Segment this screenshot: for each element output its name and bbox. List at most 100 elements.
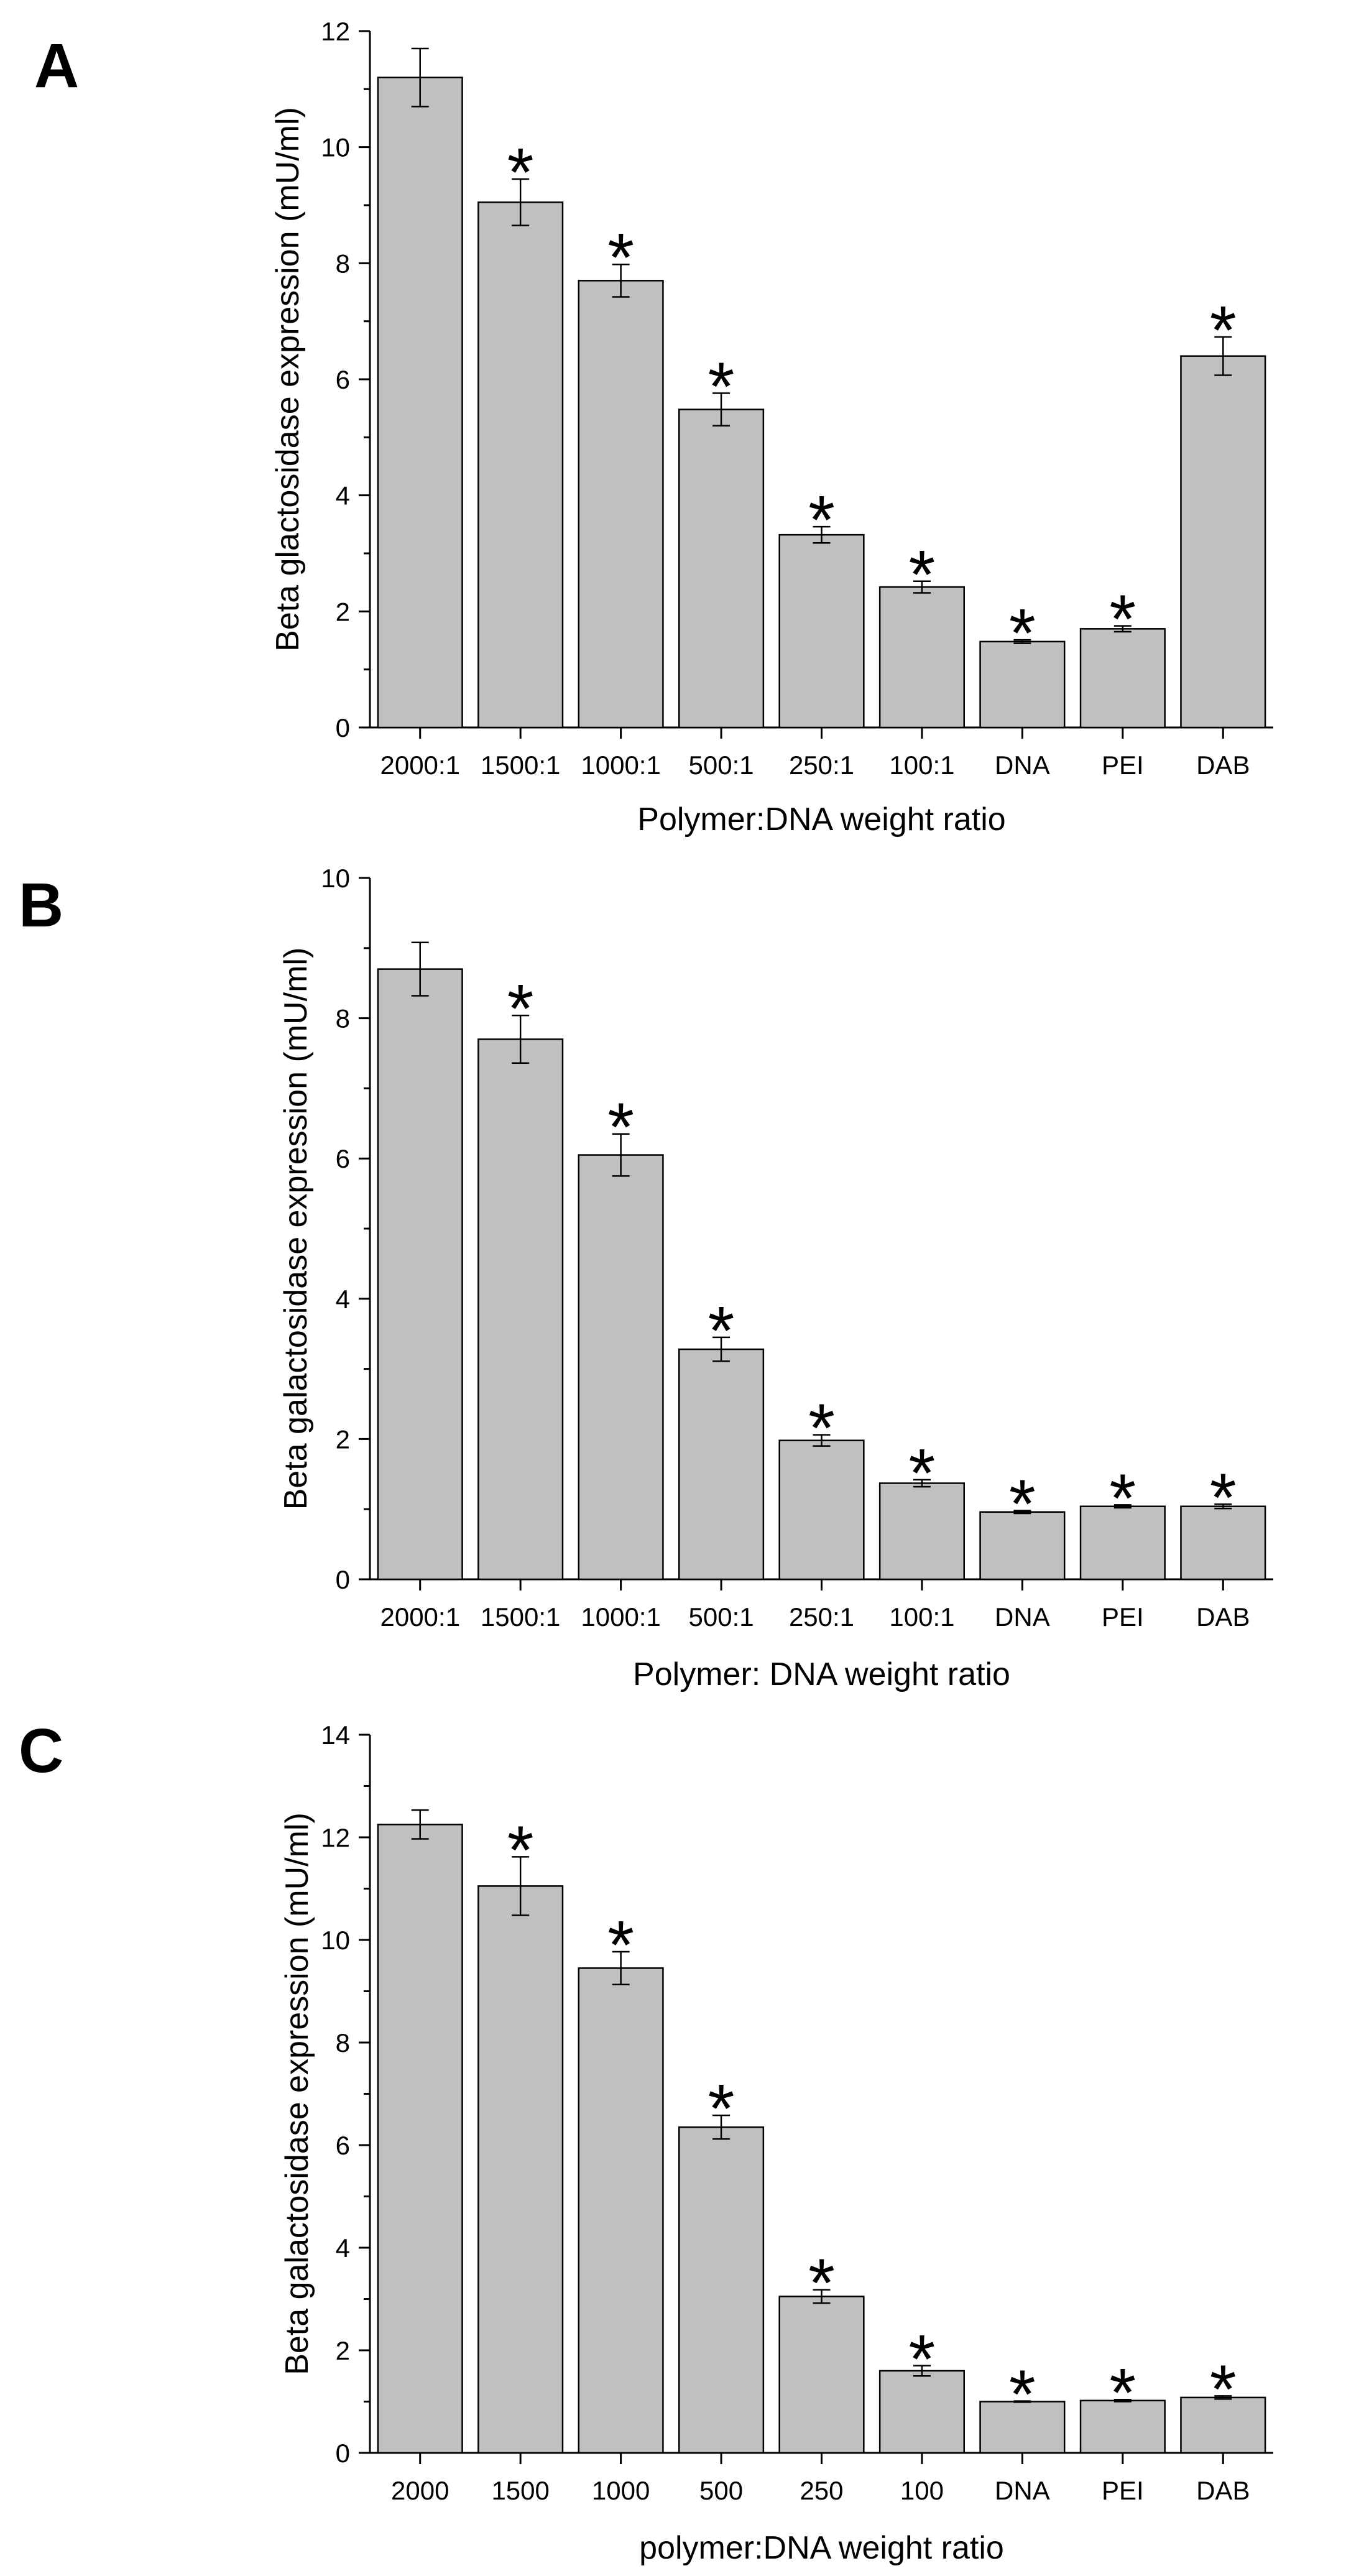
y-tick-label: 4 xyxy=(336,2233,350,2263)
x-tick-label: 2000:1 xyxy=(380,1602,459,1632)
significance-marker: * xyxy=(507,1812,534,1888)
significance-marker: * xyxy=(909,537,936,613)
panel-label: C xyxy=(19,1716,63,1786)
bar xyxy=(578,280,664,729)
y-tick-label: 8 xyxy=(336,2028,350,2057)
x-tick-label: 250 xyxy=(800,2476,843,2505)
significance-marker: * xyxy=(607,219,634,296)
significance-marker: * xyxy=(1210,2351,1237,2427)
x-tick-label: PEI xyxy=(1102,2476,1144,2505)
bar xyxy=(377,1824,463,2454)
x-axis-title: polymer:DNA weight ratio xyxy=(639,2530,1004,2566)
bar xyxy=(578,1154,664,1581)
x-tick-label: 100 xyxy=(900,2476,944,2505)
bar xyxy=(1180,355,1266,729)
x-tick-label: 1500:1 xyxy=(481,1602,560,1632)
y-axis-title: Beta galactosidase expression (mU/ml) xyxy=(279,1812,315,2375)
significance-marker: * xyxy=(708,2070,735,2147)
x-tick-label: 1000:1 xyxy=(581,1602,660,1632)
x-tick-label: 100:1 xyxy=(889,1602,954,1632)
y-tick-label: 10 xyxy=(321,1926,350,1955)
x-tick-label: DAB xyxy=(1196,750,1250,780)
bar xyxy=(678,1348,765,1581)
significance-marker: * xyxy=(1009,1466,1036,1542)
chart-panel-b: B 0 2 4 6 8 10 2000:1 1500:1 * 1000:1 * 500:1 * 250:1 *… xyxy=(19,864,1273,1692)
y-tick-label: 0 xyxy=(336,713,350,742)
significance-marker: * xyxy=(607,1089,634,1166)
y-tick-label: 12 xyxy=(321,1823,350,1852)
bar xyxy=(377,76,463,729)
bar xyxy=(477,1885,564,2454)
x-tick-label: 1000 xyxy=(592,2476,650,2505)
x-tick-label: 500 xyxy=(699,2476,743,2505)
y-tick-label: 8 xyxy=(336,1004,350,1033)
significance-marker: * xyxy=(808,482,835,558)
panel-label: B xyxy=(19,870,63,940)
panel-label: A xyxy=(34,31,79,101)
x-tick-label: 250:1 xyxy=(789,750,854,780)
significance-marker: * xyxy=(708,1293,735,1369)
bar xyxy=(778,2296,865,2454)
bar xyxy=(778,1439,865,1581)
y-tick-label: 2 xyxy=(336,1424,350,1454)
bar xyxy=(578,1967,664,2454)
significance-marker: * xyxy=(708,348,735,425)
x-tick-label: DAB xyxy=(1196,1602,1250,1632)
x-tick-label: PEI xyxy=(1102,1602,1144,1632)
y-tick-label: 2 xyxy=(336,597,350,626)
x-tick-label: DNA xyxy=(995,1602,1050,1632)
bar xyxy=(878,1482,966,1581)
bar xyxy=(979,640,1066,729)
significance-marker: * xyxy=(808,1390,835,1467)
y-tick-label: 12 xyxy=(321,17,350,46)
y-tick-label: 0 xyxy=(336,2439,350,2468)
x-tick-label: 500:1 xyxy=(689,1602,754,1632)
bar xyxy=(678,2126,765,2454)
significance-marker: * xyxy=(1109,1460,1136,1536)
significance-marker: * xyxy=(909,1435,936,1512)
x-tick-label: DAB xyxy=(1196,2476,1250,2505)
significance-marker: * xyxy=(1210,292,1237,369)
y-tick-label: 0 xyxy=(336,1565,350,1594)
y-axis-title: Beta glactosidase expression (mU/ml) xyxy=(270,107,306,652)
y-tick-label: 6 xyxy=(336,2131,350,2160)
x-tick-label: 500:1 xyxy=(689,750,754,780)
significance-marker: * xyxy=(1109,2355,1136,2431)
y-tick-label: 4 xyxy=(336,1285,350,1314)
bar xyxy=(1079,1505,1166,1581)
x-tick-label: PEI xyxy=(1102,750,1144,780)
y-tick-label: 4 xyxy=(336,481,350,510)
x-tick-label: 2000 xyxy=(391,2476,449,2505)
significance-marker: * xyxy=(1009,595,1036,672)
significance-marker: * xyxy=(1210,1459,1237,1536)
bar xyxy=(477,201,564,729)
y-tick-label: 2 xyxy=(336,2336,350,2365)
y-tick-label: 6 xyxy=(336,1144,350,1173)
x-tick-label: 1500 xyxy=(491,2476,549,2505)
significance-marker: * xyxy=(1009,2357,1036,2433)
significance-marker: * xyxy=(1109,581,1136,658)
x-tick-label: 1500:1 xyxy=(481,750,560,780)
bar xyxy=(1079,628,1166,729)
y-axis-title: Beta galactosidase expression (mU/ml) xyxy=(278,948,314,1510)
significance-marker: * xyxy=(909,2321,936,2398)
x-tick-label: 100:1 xyxy=(889,750,954,780)
bar xyxy=(979,2401,1066,2454)
y-tick-label: 6 xyxy=(336,365,350,394)
x-tick-label: DNA xyxy=(995,2476,1050,2505)
y-tick-label: 10 xyxy=(321,864,350,893)
significance-marker: * xyxy=(507,971,534,1047)
chart-panel-a: A 0 2 4 6 8 10 12 2000:1 1500:1 * 1000:1 * 500:1 * 250:… xyxy=(34,17,1273,838)
x-tick-label: DNA xyxy=(995,750,1050,780)
bar xyxy=(477,1038,564,1581)
bar xyxy=(678,409,765,729)
bar xyxy=(778,533,865,729)
y-tick-label: 14 xyxy=(321,1720,350,1750)
significance-marker: * xyxy=(808,2245,835,2322)
x-tick-label: 250:1 xyxy=(789,1602,854,1632)
y-tick-label: 10 xyxy=(321,133,350,162)
x-tick-label: 1000:1 xyxy=(581,750,660,780)
y-tick-label: 8 xyxy=(336,249,350,278)
chart-panel-c: C 0 2 4 6 8 10 12 14 2000 1500 * 1000 * 500 * 250 * 100 * DN… xyxy=(19,1716,1273,2566)
